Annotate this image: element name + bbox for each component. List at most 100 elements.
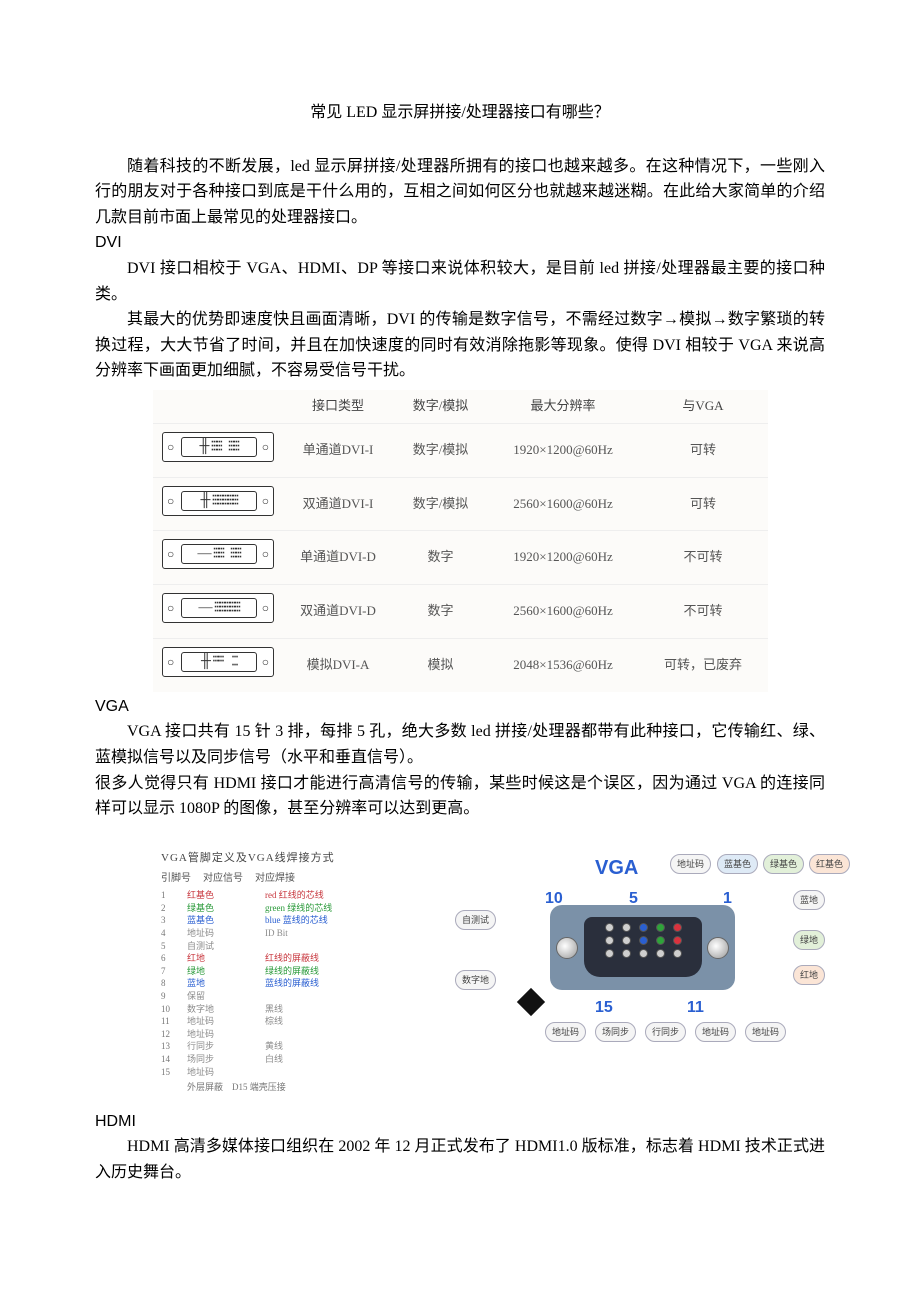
table-header-row: 接口类型 数字/模拟 最大分辨率 与VGA (153, 390, 768, 423)
pin-num: 1 (161, 889, 177, 902)
pin-row: 6红地红线的屏蔽线 (161, 952, 441, 965)
td-sig: 模拟 (393, 638, 488, 691)
vga-diagram-label: VGA (595, 852, 638, 884)
pin-weld: 棕线 (265, 1015, 441, 1028)
table-row: —┅┅┅┅┅┅ ┅┅┅┅┅┅ 单通道DVI-D 数字 1920×1200@60H… (153, 531, 768, 585)
table-row: —┅┅┅┅┅┅┅┅┅┅┅┅┅┅┅ 双通道DVI-D 数字 2560×1600@6… (153, 585, 768, 639)
pin-signal: 自测试 (187, 940, 255, 953)
pin-row: 7绿地绿线的屏蔽线 (161, 965, 441, 978)
vga-para-2: 很多人觉得只有 HDMI 接口才能进行高清信号的传输，某些时候这是个误区，因为通… (95, 771, 825, 822)
td-type: 模拟DVI-A (283, 638, 393, 691)
th-res: 最大分辨率 (488, 390, 638, 423)
tag-red-gnd: 红地 (793, 965, 825, 985)
pin-signal: 数字地 (187, 1003, 255, 1016)
pin-row: 9 保留 (161, 990, 441, 1003)
dvi-d-single-icon: —┅┅┅┅┅┅ ┅┅┅┅┅┅ (162, 539, 274, 569)
pin-row: 4地址码ID Bit (161, 927, 441, 940)
intro-paragraph: 随着科技的不断发展，led 显示屏拼接/处理器所拥有的接口也越来越多。在这种情况… (95, 154, 825, 231)
pin-signal: 行同步 (187, 1040, 255, 1053)
dvi-table: 接口类型 数字/模拟 最大分辨率 与VGA ╫┅┅┅┅┅┅ ┅┅┅┅┅┅ 单通道… (153, 390, 768, 692)
dvi-para-1: DVI 接口相校于 VGA、HDMI、DP 等接口来说体积较大，是目前 led … (95, 256, 825, 307)
pin-num: 7 (161, 965, 177, 978)
pin-num: 3 (161, 914, 177, 927)
vga-pin-table: VGA管脚定义及VGA线焊接方式 引脚号 对应信号 对应焊接 1红基色red 红… (161, 850, 441, 1095)
dvi-heading: DVI (95, 230, 825, 256)
td-vga: 不可转 (638, 531, 768, 585)
tag-b5: 地址码 (745, 1022, 786, 1042)
td-vga: 不可转 (638, 585, 768, 639)
pin-row: 2绿基色green 绿线的芯线 (161, 902, 441, 915)
td-sig: 数字 (393, 585, 488, 639)
pin-weld: 蓝线的屏蔽线 (265, 977, 441, 990)
pin-weld (265, 990, 441, 1003)
tag-addr: 地址码 (670, 854, 711, 874)
vga-para-1: VGA 接口共有 15 针 3 排，每排 5 孔，绝大多数 led 拼接/处理器… (95, 719, 825, 770)
pin-signal: 地址码 (187, 1066, 255, 1079)
pin-weld: 黄线 (265, 1040, 441, 1053)
pin-row: 14场同步白线 (161, 1053, 441, 1066)
dvi-d-dual-icon: —┅┅┅┅┅┅┅┅┅┅┅┅┅┅┅ (162, 593, 274, 623)
hdmi-para-1: HDMI 高清多媒体接口组织在 2002 年 12 月正式发布了 HDMI1.0… (95, 1134, 825, 1185)
pin-signal: 地址码 (187, 1028, 255, 1041)
pin-row: 12 地址码 (161, 1028, 441, 1041)
pin-head-num: 引脚号 (161, 871, 191, 887)
pin-weld: blue 蓝线的芯线 (265, 914, 441, 927)
pin-row: 8蓝地蓝线的屏蔽线 (161, 977, 441, 990)
pin-num: 5 (161, 940, 177, 953)
vga-figure: VGA管脚定义及VGA线焊接方式 引脚号 对应信号 对应焊接 1红基色red 红… (153, 840, 833, 1105)
td-res: 2560×1600@60Hz (488, 585, 638, 639)
dvi-a-icon: ╫┅┅┅┅ ┅ ┅ (162, 647, 274, 677)
pin-num: 9 (161, 990, 177, 1003)
tag-digignd: 数字地 (455, 970, 496, 990)
pin-weld: 红线的屏蔽线 (265, 952, 441, 965)
pin-weld: 绿线的屏蔽线 (265, 965, 441, 978)
tag-green-gnd: 绿地 (793, 930, 825, 950)
td-type: 单通道DVI-D (283, 531, 393, 585)
num-1: 1 (723, 886, 732, 912)
pin-num: 8 (161, 977, 177, 990)
pin-row: 13行同步黄线 (161, 1040, 441, 1053)
page-title: 常见 LED 显示屏拼接/处理器接口有哪些？ (95, 100, 825, 126)
pin-row: 11地址码棕线 (161, 1015, 441, 1028)
pin-num: 4 (161, 927, 177, 940)
pin-num: 2 (161, 902, 177, 915)
num-11: 11 (687, 995, 704, 1021)
pin-num: 12 (161, 1028, 177, 1041)
pin-row: 15地址码 (161, 1066, 441, 1079)
pin-signal: 保留 (187, 990, 255, 1003)
td-sig: 数字 (393, 531, 488, 585)
td-vga: 可转，已废弃 (638, 638, 768, 691)
pin-row: 3 蓝基色 blue 蓝线的芯线 (161, 914, 441, 927)
pin-foot: 外层屏蔽 D15 端壳压接 (161, 1080, 441, 1094)
pin-weld: green 绿线的芯线 (265, 902, 441, 915)
th-signal: 数字/模拟 (393, 390, 488, 423)
dvi-i-single-icon: ╫┅┅┅┅┅┅ ┅┅┅┅┅┅ (162, 432, 274, 462)
wedge-icon (517, 988, 545, 1016)
pin-signal: 蓝基色 (187, 914, 255, 927)
th-vga: 与VGA (638, 390, 768, 423)
pin-head-sig: 对应信号 (203, 871, 243, 887)
tag-b3: 行同步 (645, 1022, 686, 1042)
td-res: 1920×1200@60Hz (488, 423, 638, 477)
tag-b4: 地址码 (695, 1022, 736, 1042)
pin-signal: 红地 (187, 952, 255, 965)
pin-row: 1红基色red 红线的芯线 (161, 889, 441, 902)
pin-signal: 地址码 (187, 1015, 255, 1028)
td-res: 2048×1536@60Hz (488, 638, 638, 691)
vga-heading: VGA (95, 694, 825, 720)
th-type: 接口类型 (283, 390, 393, 423)
pin-num: 10 (161, 1003, 177, 1016)
num-15: 15 (595, 995, 613, 1021)
tag-green: 绿基色 (763, 854, 804, 874)
pin-weld (265, 1066, 441, 1079)
td-res: 2560×1600@60Hz (488, 477, 638, 531)
tag-b2: 场同步 (595, 1022, 636, 1042)
pin-row: 5 自测试 (161, 940, 441, 953)
hdmi-heading: HDMI (95, 1109, 825, 1135)
pin-row: 10数字地黑线 (161, 1003, 441, 1016)
pin-signal: 场同步 (187, 1053, 255, 1066)
td-vga: 可转 (638, 477, 768, 531)
td-type: 双通道DVI-D (283, 585, 393, 639)
num-5: 5 (629, 886, 638, 912)
td-res: 1920×1200@60Hz (488, 531, 638, 585)
